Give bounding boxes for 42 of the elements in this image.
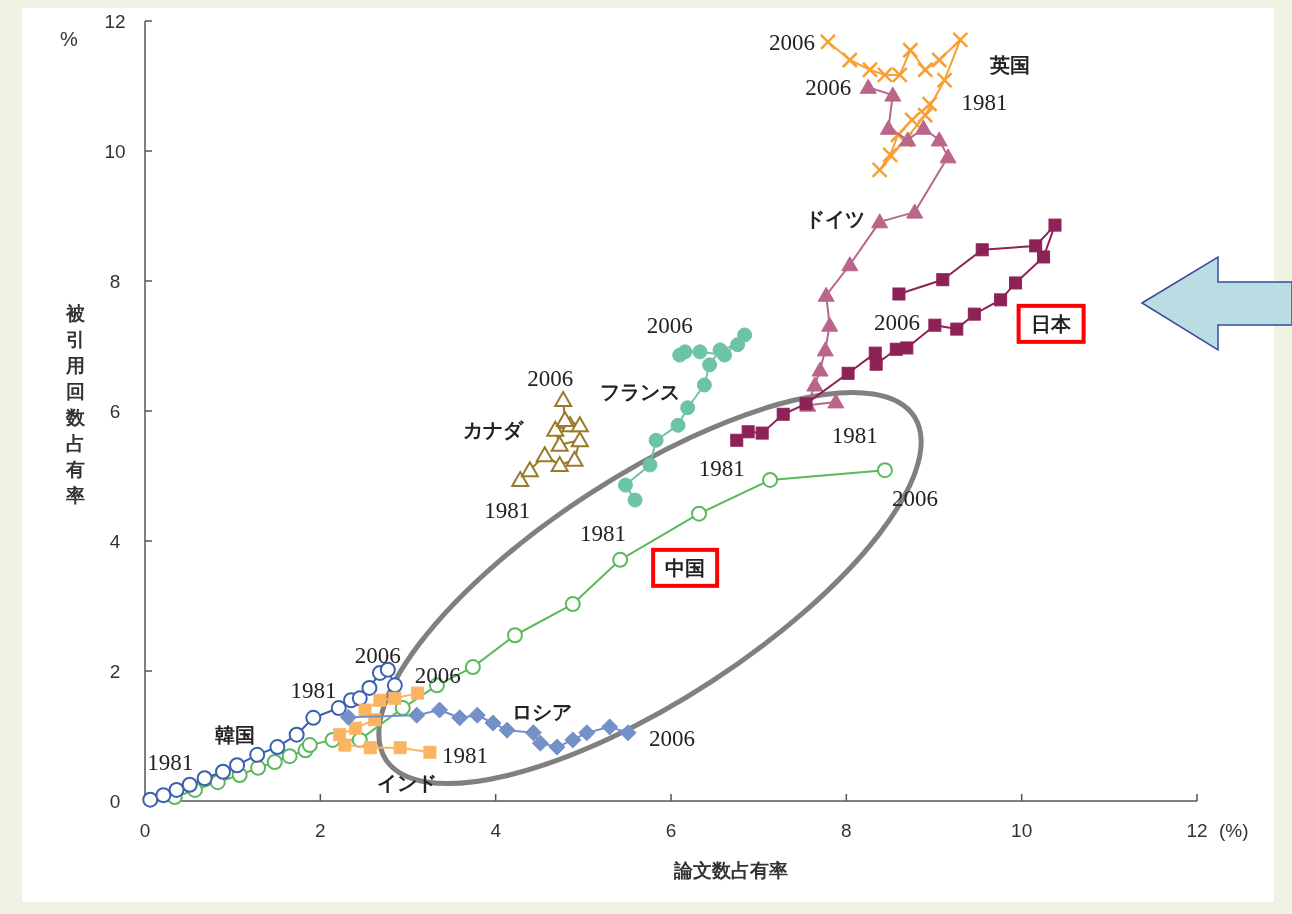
y-tick-label: 12 xyxy=(104,11,126,32)
annotation: 1981 xyxy=(831,422,878,448)
annotation: 2006 xyxy=(527,365,574,391)
y-tick-label: 6 xyxy=(109,401,121,422)
y-tick-label: 4 xyxy=(109,531,121,552)
series-label: カナダ xyxy=(463,418,525,441)
annotation: 1981 xyxy=(147,749,194,775)
x-tick-label: 12 xyxy=(1186,820,1208,841)
text: % xyxy=(60,28,78,50)
y-tick-label: 8 xyxy=(109,271,121,292)
annotation: 1981 xyxy=(290,678,337,704)
annotation: 2006 xyxy=(646,313,693,339)
y-tick-label: 10 xyxy=(104,141,126,162)
text: (%) xyxy=(1219,820,1249,841)
series-label: 韓国 xyxy=(215,723,256,746)
x-axis-title: 論文数占有率 xyxy=(673,860,788,881)
y-tick-label: 2 xyxy=(109,661,121,682)
annotation: 1981 xyxy=(441,743,488,769)
x-tick-label: 8 xyxy=(841,820,852,841)
x-tick-label: 4 xyxy=(490,820,502,841)
annotation: 1981 xyxy=(484,497,531,523)
y-tick-label: 0 xyxy=(109,791,121,812)
x-tick-label: 0 xyxy=(139,820,151,841)
x-tick-label: 2 xyxy=(315,820,326,841)
series-label: 英国 xyxy=(988,54,1030,77)
annotation: 1981 xyxy=(961,90,1008,116)
annotation: 2006 xyxy=(649,725,696,751)
annotation: 2006 xyxy=(768,29,815,55)
series-label: インド xyxy=(376,772,437,795)
series-label: ドイツ xyxy=(804,207,865,230)
annotation: 2006 xyxy=(805,75,852,101)
series-label: フランス xyxy=(600,381,681,403)
y-axis-title: 被引用回数占有率 xyxy=(64,303,86,506)
annotation: 2006 xyxy=(873,310,920,335)
annotation: 1981 xyxy=(698,456,745,482)
series-label: ロシア xyxy=(512,701,573,724)
series-label: 中国 xyxy=(665,556,706,579)
annotation: 1981 xyxy=(580,521,627,547)
x-tick-label: 6 xyxy=(665,820,677,841)
series-label: 日本 xyxy=(1030,312,1072,335)
x-tick-label: 10 xyxy=(1011,820,1033,841)
annotation: 2006 xyxy=(354,643,401,669)
